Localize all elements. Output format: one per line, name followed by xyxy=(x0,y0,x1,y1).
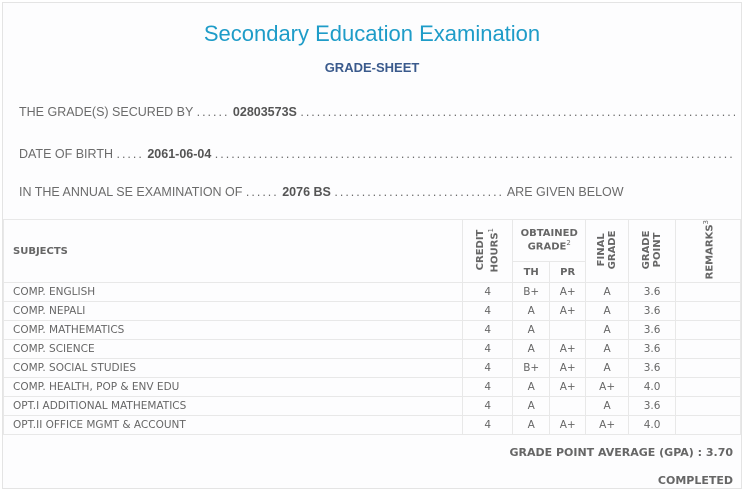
cell-pr: A+ xyxy=(549,301,587,322)
table-row: OPT.II OFFICE MGMT & ACCOUNT 4 A A+ A+ 4.0 xyxy=(2,415,741,436)
cell-credit: 4 xyxy=(462,301,514,322)
exam-suffix: ARE GIVEN BELOW xyxy=(506,185,624,199)
cell-credit: 4 xyxy=(462,339,514,360)
dob-value: 2061-06-04 xyxy=(147,147,212,161)
cell-credit: 4 xyxy=(462,377,514,398)
cell-gp: 3.6 xyxy=(628,301,677,322)
cell-subject: COMP. MATHEMATICS xyxy=(2,320,464,341)
cell-final: A xyxy=(585,320,630,341)
cell-gp: 3.6 xyxy=(628,396,677,417)
gpa-value: 3.70 xyxy=(705,446,733,459)
cell-subject: COMP. ENGLISH xyxy=(2,282,464,303)
header-credit-hours: CREDIT HOURS1 xyxy=(462,218,514,284)
cell-gp: 3.6 xyxy=(628,282,677,303)
cell-gp: 3.6 xyxy=(628,339,677,360)
cell-credit: 4 xyxy=(462,396,514,417)
cell-th: A xyxy=(512,415,551,436)
cell-pr: A+ xyxy=(549,377,587,398)
secured-by-line: THE GRADE(S) SECURED BY ...... 02803573S… xyxy=(19,105,735,119)
cell-th: B+ xyxy=(512,358,551,379)
page-title: Secondary Education Examination xyxy=(203,21,541,46)
cell-final: A xyxy=(585,396,630,417)
header-subjects: SUBJECTS xyxy=(2,218,464,284)
cell-final: A xyxy=(585,282,630,303)
cell-final: A xyxy=(585,301,630,322)
cell-th: A xyxy=(512,339,551,360)
exam-label: IN THE ANNUAL SE EXAMINATION OF xyxy=(19,185,243,199)
status: COMPLETED xyxy=(657,474,733,487)
cell-credit: 4 xyxy=(462,358,514,379)
cell-final: A xyxy=(585,339,630,360)
cell-pr xyxy=(549,396,587,417)
cell-pr: A+ xyxy=(549,282,587,303)
header-th: TH xyxy=(512,260,551,284)
cell-th: A xyxy=(512,396,551,417)
cell-credit: 4 xyxy=(462,282,514,303)
cell-gp: 4.0 xyxy=(628,377,677,398)
cell-th: B+ xyxy=(512,282,551,303)
header-pr: PR xyxy=(549,260,587,284)
exam-year: 2076 BS xyxy=(282,185,331,199)
page-subtitle: GRADE-SHEET xyxy=(324,60,420,75)
secured-by-label: THE GRADE(S) SECURED BY xyxy=(19,105,194,119)
cell-th: A xyxy=(512,301,551,322)
table-row: COMP. HEALTH, POP & ENV EDU 4 A A+ A+ 4.0 xyxy=(2,377,741,398)
table-row: COMP. ENGLISH 4 B+ A+ A 3.6 xyxy=(2,282,741,303)
cell-subject: COMP. NEPALI xyxy=(2,301,464,322)
cell-remarks xyxy=(675,358,741,379)
cell-subject: OPT.II OFFICE MGMT & ACCOUNT xyxy=(2,415,464,436)
cell-gp: 3.6 xyxy=(628,358,677,379)
cell-credit: 4 xyxy=(462,320,514,341)
cell-th: A xyxy=(512,377,551,398)
table-row: COMP. NEPALI 4 A A+ A 3.6 xyxy=(2,301,741,322)
cell-remarks xyxy=(675,415,741,436)
header-grade-point: GRADE POINT xyxy=(628,218,677,284)
cell-subject: COMP. HEALTH, POP & ENV EDU xyxy=(2,377,464,398)
cell-final: A+ xyxy=(585,377,630,398)
table-row: COMP. SOCIAL STUDIES 4 B+ A+ A 3.6 xyxy=(2,358,741,379)
header-remarks: REMARKS3 xyxy=(675,218,741,284)
cell-subject: OPT.I ADDITIONAL MATHEMATICS xyxy=(2,396,464,417)
cell-remarks xyxy=(675,396,741,417)
table-row: COMP. MATHEMATICS 4 A A 3.6 xyxy=(2,320,741,341)
cell-remarks xyxy=(675,282,741,303)
cell-remarks xyxy=(675,339,741,360)
gpa-line: GRADE POINT AVERAGE (GPA) : 3.70 xyxy=(509,446,733,459)
cell-remarks xyxy=(675,377,741,398)
cell-subject: COMP. SOCIAL STUDIES xyxy=(2,358,464,379)
cell-pr: A+ xyxy=(549,415,587,436)
cell-credit: 4 xyxy=(462,415,514,436)
symbol-number: 02803573S xyxy=(232,105,297,119)
table-row: COMP. SCIENCE 4 A A+ A 3.6 xyxy=(2,339,741,360)
cell-pr xyxy=(549,320,587,341)
cell-remarks xyxy=(675,320,741,341)
cell-gp: 3.6 xyxy=(628,320,677,341)
cell-remarks xyxy=(675,301,741,322)
cell-pr: A+ xyxy=(549,358,587,379)
header-final-grade: FINAL GRADE xyxy=(585,218,630,284)
cell-subject: COMP. SCIENCE xyxy=(2,339,464,360)
table-row: OPT.I ADDITIONAL MATHEMATICS 4 A A 3.6 xyxy=(2,396,741,417)
grades-table: SUBJECTS CREDIT HOURS1 OBTAINED GRADE2 F… xyxy=(2,218,741,436)
cell-final: A xyxy=(585,358,630,379)
cell-th: A xyxy=(512,320,551,341)
cell-gp: 4.0 xyxy=(628,415,677,436)
header-obtained-grade: OBTAINED GRADE2 xyxy=(512,219,587,262)
exam-line: IN THE ANNUAL SE EXAMINATION OF ...... 2… xyxy=(19,185,624,199)
dob-label: DATE OF BIRTH xyxy=(19,147,113,161)
cell-final: A+ xyxy=(585,415,630,436)
cell-pr: A+ xyxy=(549,339,587,360)
dob-line: DATE OF BIRTH ..... 2061-06-04 .........… xyxy=(19,147,735,161)
